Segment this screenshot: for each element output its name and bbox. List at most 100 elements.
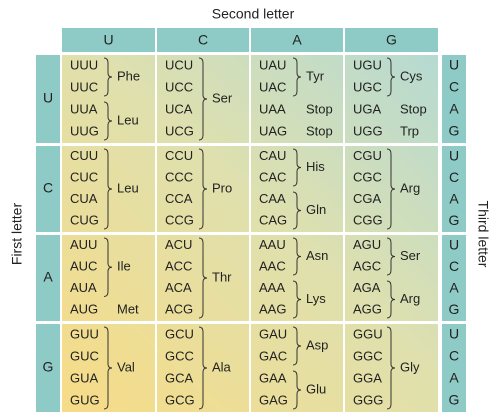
column-header: G (386, 32, 397, 48)
codon: UGG (353, 123, 383, 138)
brace (103, 148, 113, 230)
codon: ACG (165, 302, 193, 317)
row-header-cell (36, 235, 60, 321)
codon: GCA (165, 370, 194, 385)
third-letter: A (449, 101, 459, 117)
amino-acid: Ile (117, 259, 131, 274)
third-letter: G (449, 212, 460, 228)
codon: GUA (70, 370, 99, 385)
codon: GAA (259, 370, 287, 385)
amino-acid: Lys (306, 291, 326, 306)
brace (292, 237, 302, 276)
amino-acid: Asp (306, 337, 328, 352)
brace (386, 148, 396, 230)
amino-acid: Phe (117, 68, 140, 83)
amino-acid: Met (117, 302, 139, 317)
third-letter: G (449, 392, 460, 408)
third-letter: C (449, 348, 459, 364)
codon: CGA (353, 191, 382, 206)
codon: CCU (165, 148, 193, 163)
third-letter-cell (442, 55, 466, 143)
second-letter-label: Second letter (212, 6, 295, 22)
brace (386, 280, 396, 319)
codon: UAA (259, 101, 286, 116)
codon: CCC (165, 170, 193, 185)
brace (386, 326, 396, 410)
amino-acid: Val (117, 359, 135, 374)
third-letter-cell (442, 146, 466, 232)
codon: CUU (70, 148, 98, 163)
brace (292, 191, 302, 230)
cell-divider (62, 232, 438, 235)
amino-acid: Gly (400, 359, 420, 374)
codon: UAG (259, 123, 287, 138)
brace (103, 326, 113, 410)
codon: CUG (70, 213, 99, 228)
codon: CGG (353, 213, 383, 228)
codon: UGC (353, 79, 382, 94)
brace (103, 57, 113, 97)
row-header: C (43, 180, 53, 196)
codon: GGA (353, 370, 382, 385)
third-letter: A (449, 370, 459, 386)
codon: GCC (165, 348, 194, 363)
row-header: U (43, 90, 53, 106)
third-letter: G (449, 301, 460, 317)
codon: UGU (353, 57, 382, 72)
third-letter: C (449, 169, 459, 185)
brace (292, 280, 302, 319)
codon: GCG (165, 392, 195, 407)
brace (386, 57, 396, 97)
codon: UCG (165, 123, 194, 138)
brace (103, 101, 113, 141)
amino-acid: Stop (306, 123, 333, 138)
amino-acid: Pro (212, 180, 232, 195)
codon: AAG (259, 302, 286, 317)
codon: ACC (165, 259, 192, 274)
third-letter: U (449, 57, 459, 73)
third-letter: U (449, 326, 459, 342)
codon: CCG (165, 213, 194, 228)
codon: CAC (259, 170, 286, 185)
row-header-cell (36, 55, 60, 143)
codon: CCA (165, 191, 193, 206)
amino-acid: Stop (306, 101, 333, 116)
codon: AGG (353, 302, 382, 317)
third-letter: C (449, 79, 459, 95)
amino-acid: Ser (400, 248, 421, 263)
codon: UUG (70, 123, 99, 138)
amino-acid: Asn (306, 248, 328, 263)
amino-acid: Tyr (306, 68, 325, 83)
codon: CUA (70, 191, 98, 206)
third-letter: U (449, 236, 459, 252)
amino-acid: Ser (212, 90, 233, 105)
column-header-cell (251, 28, 343, 52)
brace (292, 370, 302, 410)
codon: UCU (165, 57, 193, 72)
codon: GUG (70, 392, 100, 407)
codon: CUC (70, 170, 98, 185)
third-letter-cell (442, 324, 466, 412)
codon: UCA (165, 101, 193, 116)
codon: AAU (259, 237, 286, 252)
codon: UGA (353, 101, 382, 116)
first-letter-label: First letter (9, 203, 25, 266)
codon: AGU (353, 237, 381, 252)
codon: CGC (353, 170, 382, 185)
brace (386, 237, 396, 276)
codon: GAU (259, 326, 287, 341)
brace (292, 326, 302, 366)
third-letter: A (449, 279, 459, 295)
amino-acid: Arg (400, 180, 420, 195)
amino-acid: Gln (306, 202, 326, 217)
column-header-cell (62, 28, 155, 52)
codon: UUA (70, 101, 98, 116)
codon: GGC (353, 348, 383, 363)
codon: GCU (165, 326, 194, 341)
codon: AGC (353, 259, 381, 274)
codon: GGG (353, 392, 383, 407)
codon: GAG (259, 392, 288, 407)
brace (292, 148, 302, 187)
codon: UUC (70, 79, 98, 94)
